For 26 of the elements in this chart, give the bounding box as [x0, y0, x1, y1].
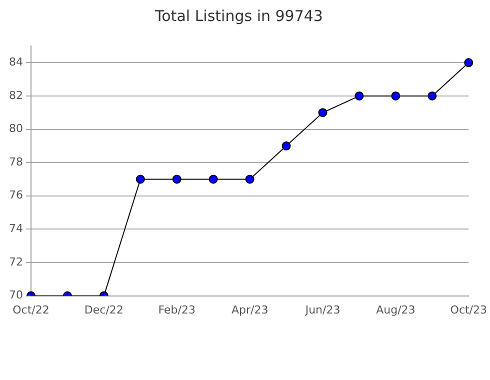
point [428, 91, 437, 100]
x-tick-label: Apr/23 [231, 303, 268, 316]
x-tick-label: Jun/23 [304, 303, 340, 316]
y-tick-label: 72 [8, 255, 23, 268]
x-tick-label: Oct/22 [12, 303, 50, 316]
chart-title: Total Listings in 99743 [154, 6, 323, 25]
y-tick-label: 84 [8, 56, 23, 69]
y-tick-label: 70 [8, 288, 23, 302]
x-tick-label: Oct/23 [450, 303, 488, 316]
x-tick-label: Dec/22 [84, 303, 124, 316]
point [136, 174, 145, 184]
point [282, 141, 291, 150]
point [172, 174, 182, 184]
x-tick-label: Aug/23 [376, 303, 416, 316]
point [464, 58, 474, 68]
point [245, 174, 254, 184]
point [354, 91, 364, 100]
point [208, 174, 218, 184]
y-tick-label: 78 [8, 155, 23, 168]
point [318, 108, 328, 118]
y-tick-label: 82 [8, 88, 23, 102]
y-tick-label: 76 [8, 188, 23, 202]
point [391, 91, 400, 100]
y-tick-label: 80 [8, 122, 23, 136]
y-tick-label: 74 [8, 222, 23, 236]
x-tick-label: Feb/23 [158, 303, 196, 316]
